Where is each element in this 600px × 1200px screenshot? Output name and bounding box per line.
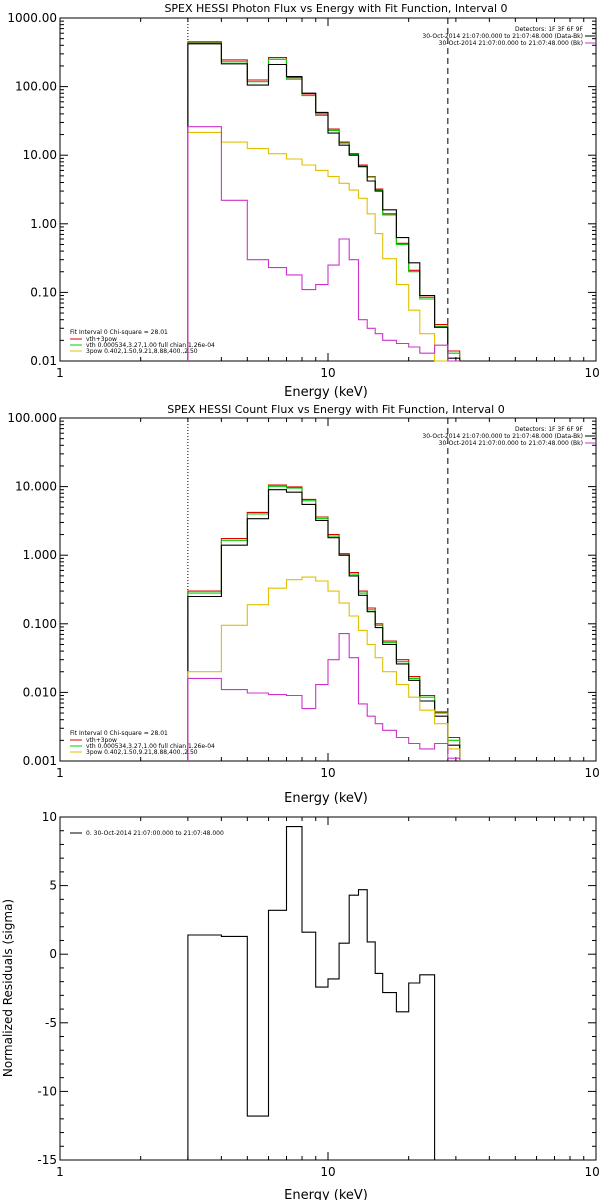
count-flux-legend-bottom: Fit Interval 0 Chi-square = 28.01 vth+3p…	[70, 730, 215, 756]
x-tick-label: 100	[585, 766, 600, 780]
count-flux-title: SPEX HESSI Count Flux vs Energy with Fit…	[167, 403, 504, 416]
photon-flux-legend-top: Detectors: 1F 3F 6F 9F 30-Oct-2014 21:07…	[422, 26, 595, 47]
histogram-0-30-oct-2014-21-07-00-000-to-21-07-48-000	[187, 826, 448, 1161]
x-tick-label: 1	[56, 1165, 64, 1179]
y-tick-label: 0.01	[30, 354, 57, 368]
legend-fit-interval: Fit Interval 0 Chi-square = 28.01	[70, 329, 168, 336]
photon-flux-plot-frame	[59, 17, 597, 362]
x-tick-label: 100	[585, 366, 600, 380]
x-tick-label: 10	[320, 1165, 335, 1179]
y-tick-label: 0.010	[23, 685, 57, 699]
y-tick-label: 10	[42, 810, 57, 824]
histogram-vth	[187, 485, 461, 761]
count-flux-series	[187, 484, 461, 761]
y-tick-label: 0	[49, 947, 57, 961]
residuals-x-axis-label: Energy (keV)	[284, 1188, 368, 1200]
y-tick-label: -15	[37, 1153, 57, 1167]
y-tick-label: -10	[37, 1084, 57, 1098]
histogram-3pow	[187, 131, 460, 362]
y-tick-label: 100.000	[7, 411, 57, 425]
y-tick-label: 10.000	[15, 480, 57, 494]
y-tick-label: 10.00	[23, 148, 57, 162]
y-tick-label: -5	[45, 1016, 57, 1030]
x-tick-label: 10	[320, 766, 335, 780]
y-tick-label: 1.00	[30, 217, 57, 231]
x-tick-label: 1	[56, 366, 64, 380]
y-tick-label: 1000.00	[7, 11, 57, 25]
legend-detectors: Detectors: 1F 3F 6F 9F	[515, 26, 584, 33]
y-tick-label: 1.000	[23, 548, 57, 562]
photon-flux-series	[187, 41, 461, 362]
histogram-3pow	[187, 576, 461, 761]
residuals-series	[187, 826, 448, 1161]
x-tick-label: 1	[56, 766, 64, 780]
residuals-panel: Energy (keV) Normalized Residuals (sigma…	[1, 810, 600, 1200]
x-tick-label: 100	[585, 1165, 600, 1179]
legend-data-bk: 30-Oct-2014 21:07:00.000 to 21:07:48.000…	[422, 433, 583, 440]
legend-data-bk: 30-Oct-2014 21:07:00.000 to 21:07:48.000…	[422, 33, 583, 40]
legend-vth3pow: vth+3pow	[86, 737, 117, 744]
count-flux-panel: SPEX HESSI Count Flux vs Energy with Fit…	[7, 403, 600, 806]
photon-flux-panel: SPEX HESSI Photon Flux vs Energy with Fi…	[7, 2, 600, 400]
count-flux-reference-lines	[187, 418, 449, 761]
legend-bk: 30-Oct-2014 21:07:00.000 to 21:07:48.000…	[439, 40, 583, 47]
histogram-vth-3pow	[187, 484, 461, 761]
histogram-series-2	[187, 489, 461, 761]
residuals-legend: 0. 30-Oct-2014 21:07:00.000 to 21:07:48.…	[70, 830, 224, 837]
y-tick-label: 100.00	[15, 80, 57, 94]
legend-detectors: Detectors: 1F 3F 6F 9F	[515, 426, 584, 433]
legend-3pow: 3pow 0.402,1.50,9.21,8.88,400.,2.50	[86, 348, 198, 355]
legend-fit-interval: Fit Interval 0 Chi-square = 28.01	[70, 730, 168, 737]
legend-vth3pow: vth+3pow	[86, 336, 117, 343]
photon-flux-legend-bottom: Fit Interval 0 Chi-square = 28.01 vth+3p…	[70, 329, 215, 355]
photon-flux-ticks: 1 10 100 0.01 0.10 1.00 10.00 100.00 1000.00	[7, 11, 600, 380]
legend-3pow: 3pow 0.402,1.50,9.21,8.88,400.,2.50	[86, 749, 198, 756]
histogram-series-4	[187, 633, 461, 761]
y-tick-label: 0.10	[30, 285, 57, 299]
histogram-series-4	[187, 126, 460, 362]
y-tick-label: 0.001	[23, 754, 57, 768]
residuals-plot-frame	[59, 816, 597, 1161]
histogram-vth-3pow	[187, 41, 461, 361]
legend-bk: 30-Oct-2014 21:07:00.000 to 21:07:48.000…	[439, 440, 583, 447]
histogram-vth	[187, 42, 461, 361]
count-flux-x-axis-label: Energy (keV)	[284, 791, 368, 806]
y-tick-label: 0.100	[23, 617, 57, 631]
y-tick-label: 5	[49, 879, 57, 893]
legend-vth: vth 0.000534,3.27,1.00 full chian 1.26e-…	[86, 743, 215, 750]
count-flux-legend-top: Detectors: 1F 3F 6F 9F 30-Oct-2014 21:07…	[422, 426, 595, 447]
count-flux-ticks: 1 10 100 0.001 0.010 0.100 1.000 10.000 100.000	[7, 411, 600, 780]
residuals-ticks: 1 10 100 -15 -10 -5 0 5 10	[37, 810, 600, 1179]
x-tick-label: 10	[320, 366, 335, 380]
residuals-y-axis-label: Normalized Residuals (sigma)	[1, 899, 15, 1077]
histogram-series-2	[187, 43, 461, 361]
legend-vth: vth 0.000534,3.27,1.00 full chian 1.26e-…	[86, 342, 215, 349]
photon-flux-title: SPEX HESSI Photon Flux vs Energy with Fi…	[164, 2, 507, 15]
photon-flux-x-axis-label: Energy (keV)	[284, 385, 368, 400]
legend-residual-label: 0. 30-Oct-2014 21:07:00.000 to 21:07:48.…	[86, 830, 224, 837]
